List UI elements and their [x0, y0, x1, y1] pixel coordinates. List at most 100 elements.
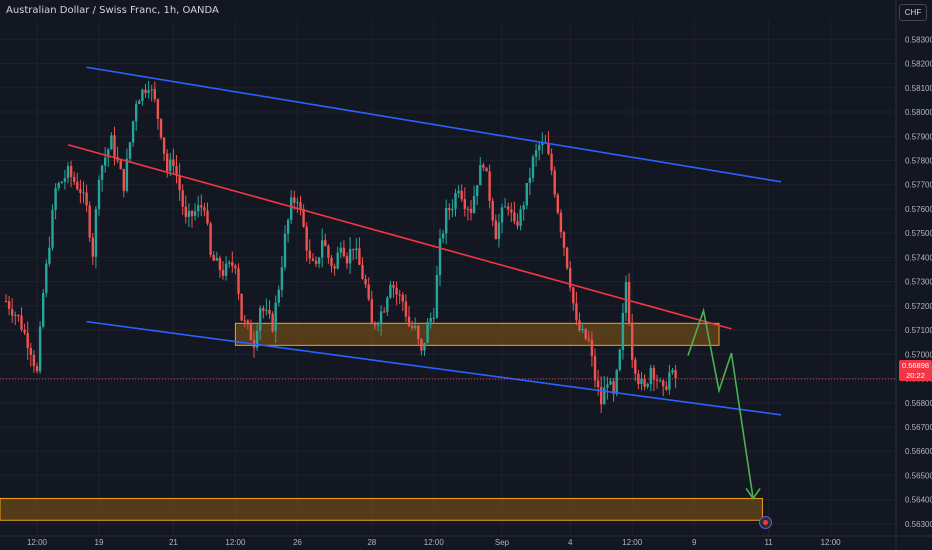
candle-body	[627, 282, 631, 324]
candle-body	[454, 193, 457, 209]
candle-body	[327, 246, 330, 258]
candle-body	[14, 315, 17, 317]
candle-body	[321, 240, 324, 258]
candle-body	[531, 156, 535, 178]
candle-body	[76, 181, 79, 190]
candle-body	[100, 165, 104, 180]
candle-body	[35, 366, 39, 372]
candle-body	[500, 207, 504, 223]
candle-body	[342, 247, 346, 257]
candle-body	[510, 209, 513, 213]
candle-body	[373, 322, 377, 326]
candle-body	[562, 231, 566, 248]
candle-body	[593, 356, 597, 381]
candle-body	[159, 118, 163, 138]
candle-body	[228, 262, 231, 264]
candle-body	[407, 316, 411, 326]
candle-body	[339, 247, 342, 253]
y-tick-label: 0.57700	[905, 181, 932, 190]
candle-body	[581, 328, 584, 331]
candle-body	[131, 121, 135, 143]
candle-body	[150, 89, 153, 91]
candle-body	[398, 294, 401, 296]
symbol-title: Australian Dollar / Swiss Franc, 1h, OAN…	[6, 5, 219, 16]
candle-body	[615, 370, 618, 394]
candle-body	[237, 268, 240, 294]
candle-body	[308, 250, 311, 259]
currency-button[interactable]: CHF	[899, 4, 927, 21]
candle-body	[361, 264, 364, 279]
candle-body	[144, 89, 147, 93]
candle-body	[637, 373, 640, 385]
y-tick-label: 0.56600	[905, 447, 932, 456]
candle-body	[472, 195, 476, 213]
y-tick-label: 0.58200	[905, 60, 932, 69]
candle-body	[395, 287, 398, 295]
y-tick-label: 0.57100	[905, 326, 932, 335]
candle-body	[125, 158, 129, 191]
x-tick-label: 4	[568, 538, 573, 547]
candle-body	[445, 207, 448, 234]
candle-body	[184, 206, 187, 217]
candle-body	[441, 233, 445, 239]
candle-body	[646, 384, 649, 387]
candle-body	[584, 328, 587, 339]
candle-body	[45, 263, 48, 294]
candle-body	[383, 311, 386, 313]
candle-body	[29, 348, 32, 355]
candle-body	[432, 317, 435, 319]
candle-body	[494, 220, 497, 240]
candle-body	[224, 263, 228, 276]
candle-body	[485, 167, 488, 172]
candle-body	[162, 137, 166, 154]
candle-body	[553, 170, 556, 195]
candle-body	[175, 166, 178, 176]
candle-body	[348, 248, 352, 264]
candle-body	[7, 301, 11, 309]
candle-body	[274, 302, 277, 332]
y-tick-label: 0.57600	[905, 205, 932, 214]
candle-body	[286, 219, 290, 234]
y-tick-label: 0.58100	[905, 84, 932, 93]
candle-body	[156, 99, 160, 119]
candle-body	[550, 153, 553, 171]
candle-body	[135, 103, 138, 122]
candle-body	[479, 164, 482, 186]
candle-body	[197, 205, 200, 212]
candle-body	[128, 142, 132, 159]
candle-body	[596, 380, 600, 387]
candlestick-series	[4, 80, 677, 414]
x-tick-label: 9	[692, 538, 697, 547]
candle-body	[389, 284, 392, 298]
candle-body	[417, 326, 420, 339]
candle-body	[643, 378, 646, 387]
channel-lower-line	[86, 320, 782, 416]
candle-body	[296, 202, 299, 204]
candle-body	[649, 367, 652, 385]
x-tick-label: 19	[95, 538, 104, 547]
y-tick-label: 0.57500	[905, 229, 932, 238]
candle-body	[513, 212, 516, 222]
candle-body	[460, 190, 463, 200]
candle-body	[330, 257, 333, 267]
jump-to-date-icon[interactable]	[759, 516, 772, 529]
candle-body	[314, 260, 318, 264]
candle-body	[631, 323, 634, 360]
candle-body	[79, 189, 82, 193]
y-tick-label: 0.58000	[905, 108, 932, 117]
candle-body	[466, 208, 470, 210]
candle-body	[355, 248, 358, 251]
candle-body	[48, 247, 51, 264]
candle-body	[221, 269, 225, 276]
candle-body	[218, 257, 222, 270]
candle-body	[624, 282, 628, 313]
bar-countdown-label: 20:22	[906, 371, 925, 380]
candle-body	[200, 205, 203, 208]
candle-body	[317, 257, 321, 264]
candle-body	[193, 211, 197, 216]
x-tick-label: 26	[293, 538, 302, 547]
candle-body	[138, 100, 141, 104]
candle-body	[640, 378, 643, 385]
candle-body	[280, 267, 284, 290]
